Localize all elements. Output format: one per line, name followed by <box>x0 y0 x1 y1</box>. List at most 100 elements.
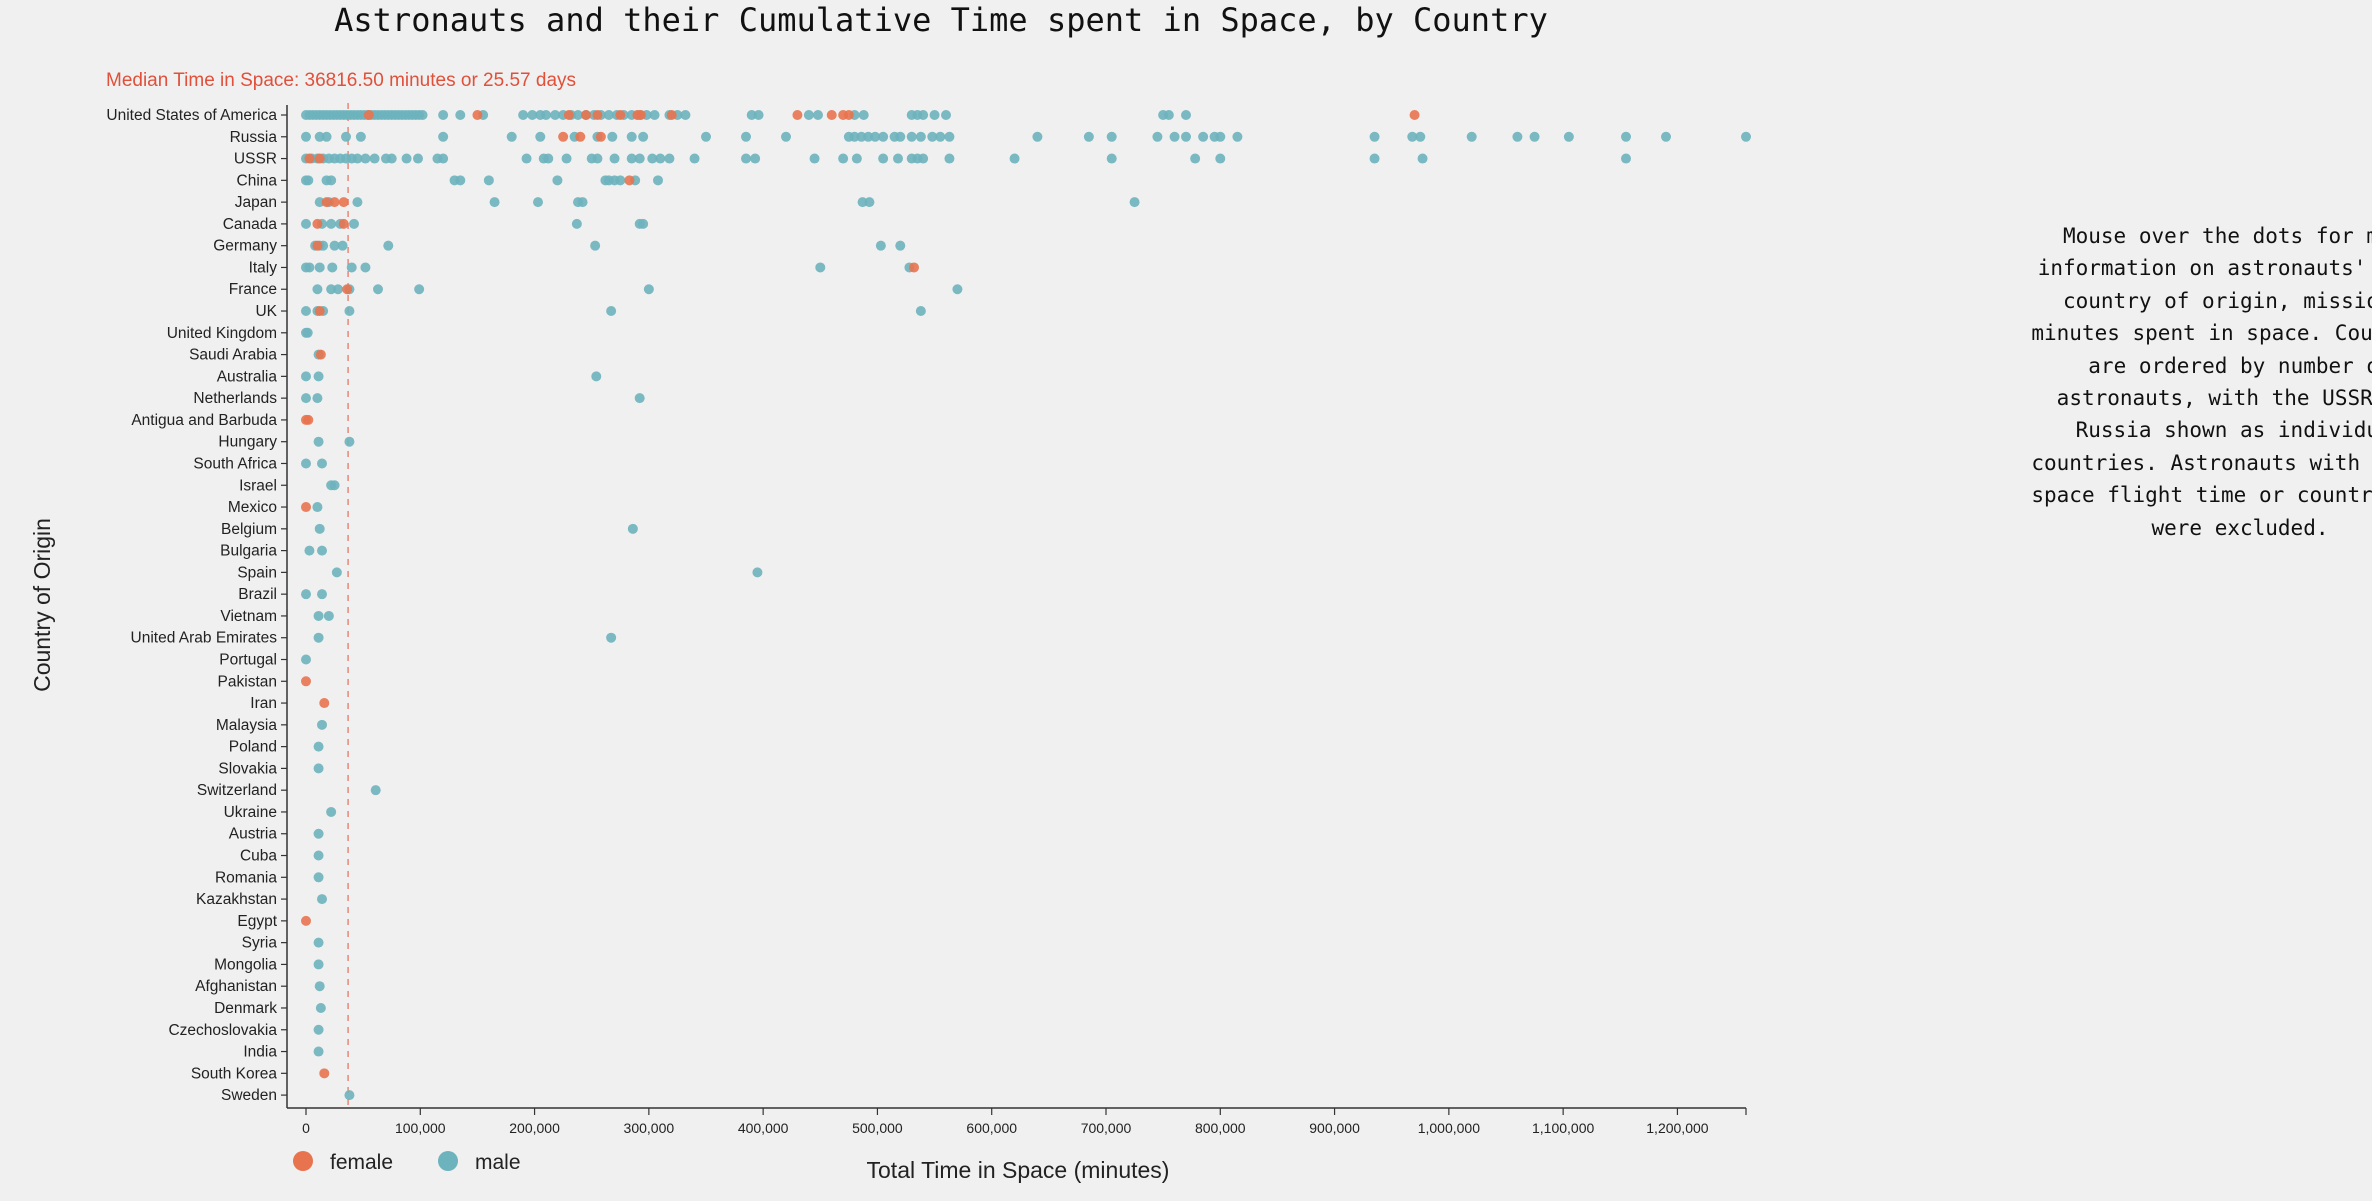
astronaut-dot-male[interactable] <box>1181 110 1191 120</box>
astronaut-dot-male[interactable] <box>638 218 649 229</box>
astronaut-dot-male[interactable] <box>369 153 380 164</box>
astronaut-dot-male[interactable] <box>327 262 338 273</box>
astronaut-dot-male[interactable] <box>521 153 532 164</box>
astronaut-dot-male[interactable] <box>401 153 412 164</box>
astronaut-dot-female[interactable] <box>615 110 626 120</box>
astronaut-dot-female[interactable] <box>301 915 311 926</box>
astronaut-dot-male[interactable] <box>533 197 543 208</box>
astronaut-dot-male[interactable] <box>607 131 618 142</box>
astronaut-dot-male[interactable] <box>313 763 324 774</box>
astronaut-dot-male[interactable] <box>312 393 323 404</box>
astronaut-dot-male[interactable] <box>1621 131 1631 142</box>
astronaut-dot-male[interactable] <box>313 1024 324 1035</box>
astronaut-dot-male[interactable] <box>313 371 324 382</box>
astronaut-dot-male[interactable] <box>489 197 500 208</box>
astronaut-dot-male[interactable] <box>590 240 601 251</box>
astronaut-dot-male[interactable] <box>864 197 875 208</box>
astronaut-dot-male[interactable] <box>543 153 554 164</box>
astronaut-dot-male[interactable] <box>655 153 666 164</box>
astronaut-dot-male[interactable] <box>858 110 869 120</box>
astronaut-dot-male[interactable] <box>326 175 337 186</box>
astronaut-dot-female[interactable] <box>301 676 311 687</box>
astronaut-dot-male[interactable] <box>1083 131 1094 142</box>
astronaut-dot-male[interactable] <box>304 545 315 556</box>
astronaut-dot-male[interactable] <box>301 458 311 469</box>
astronaut-dot-male[interactable] <box>455 110 466 120</box>
astronaut-dot-male[interactable] <box>701 131 711 142</box>
astronaut-dot-male[interactable] <box>918 153 929 164</box>
astronaut-dot-male[interactable] <box>746 110 757 120</box>
astronaut-dot-male[interactable] <box>752 567 763 578</box>
astronaut-dot-male[interactable] <box>317 545 327 556</box>
astronaut-dot-male[interactable] <box>895 131 906 142</box>
astronaut-dot-male[interactable] <box>301 371 311 382</box>
astronaut-dot-female[interactable] <box>314 306 325 317</box>
astronaut-dot-male[interactable] <box>301 393 311 404</box>
astronaut-dot-male[interactable] <box>438 110 449 120</box>
astronaut-dot-female[interactable] <box>666 110 677 120</box>
astronaut-dot-male[interactable] <box>352 197 363 208</box>
astronaut-dot-male[interactable] <box>1512 131 1523 142</box>
astronaut-dot-female[interactable] <box>595 131 606 142</box>
astronaut-dot-male[interactable] <box>313 937 324 948</box>
astronaut-dot-female[interactable] <box>792 110 803 120</box>
astronaut-dot-male[interactable] <box>803 110 814 120</box>
astronaut-dot-male[interactable] <box>809 153 820 164</box>
astronaut-dot-female[interactable] <box>301 502 311 513</box>
astronaut-dot-female[interactable] <box>558 131 569 142</box>
astronaut-dot-male[interactable] <box>609 153 620 164</box>
astronaut-dot-male[interactable] <box>506 131 517 142</box>
astronaut-dot-male[interactable] <box>741 153 751 164</box>
astronaut-dot-male[interactable] <box>413 153 423 164</box>
astronaut-dot-male[interactable] <box>750 153 761 164</box>
astronaut-dot-male[interactable] <box>314 981 325 992</box>
astronaut-dot-male[interactable] <box>1417 153 1428 164</box>
astronaut-dot-male[interactable] <box>314 197 325 208</box>
astronaut-dot-female[interactable] <box>575 131 586 142</box>
astronaut-dot-male[interactable] <box>893 153 903 164</box>
astronaut-dot-female[interactable] <box>319 698 330 709</box>
astronaut-dot-male[interactable] <box>878 153 889 164</box>
astronaut-dot-female[interactable] <box>342 284 353 295</box>
astronaut-dot-male[interactable] <box>647 153 658 164</box>
astronaut-dot-male[interactable] <box>813 110 823 120</box>
astronaut-dot-male[interactable] <box>815 262 826 273</box>
astronaut-dot-male[interactable] <box>301 218 311 229</box>
astronaut-dot-male[interactable] <box>649 110 660 120</box>
astronaut-dot-male[interactable] <box>301 131 311 142</box>
astronaut-dot-female[interactable] <box>826 110 837 120</box>
astronaut-dot-male[interactable] <box>518 110 529 120</box>
astronaut-dot-male[interactable] <box>1407 131 1418 142</box>
astronaut-dot-female[interactable] <box>312 218 323 229</box>
astronaut-dot-male[interactable] <box>838 153 849 164</box>
astronaut-dot-female[interactable] <box>843 110 854 120</box>
astronaut-dot-male[interactable] <box>314 262 325 273</box>
astronaut-dot-female[interactable] <box>321 197 332 208</box>
astronaut-dot-male[interactable] <box>1181 131 1191 142</box>
astronaut-dot-male[interactable] <box>552 175 563 186</box>
astronaut-dot-male[interactable] <box>856 131 867 142</box>
astronaut-dot-male[interactable] <box>895 240 906 251</box>
astronaut-dot-male[interactable] <box>321 131 332 142</box>
astronaut-dot-male[interactable] <box>1563 131 1574 142</box>
astronaut-dot-male[interactable] <box>313 828 324 839</box>
astronaut-dot-male[interactable] <box>664 153 675 164</box>
astronaut-dot-male[interactable] <box>638 131 649 142</box>
astronaut-dot-female[interactable] <box>592 110 603 120</box>
astronaut-dot-male[interactable] <box>301 589 311 600</box>
astronaut-dot-male[interactable] <box>689 153 700 164</box>
astronaut-dot-male[interactable] <box>313 959 324 970</box>
astronaut-dot-male[interactable] <box>386 153 397 164</box>
astronaut-dot-male[interactable] <box>1741 131 1751 142</box>
astronaut-dot-male[interactable] <box>346 262 357 273</box>
astronaut-dot-male[interactable] <box>313 1046 324 1057</box>
astronaut-dot-male[interactable] <box>326 284 337 295</box>
astronaut-dot-female[interactable] <box>319 1068 330 1079</box>
astronaut-dot-male[interactable] <box>1415 131 1426 142</box>
astronaut-dot-male[interactable] <box>301 306 311 317</box>
astronaut-dot-male[interactable] <box>935 131 946 142</box>
astronaut-dot-male[interactable] <box>927 131 938 142</box>
astronaut-dot-male[interactable] <box>341 131 351 142</box>
astronaut-dot-male[interactable] <box>329 240 340 251</box>
astronaut-dot-male[interactable] <box>314 523 325 534</box>
